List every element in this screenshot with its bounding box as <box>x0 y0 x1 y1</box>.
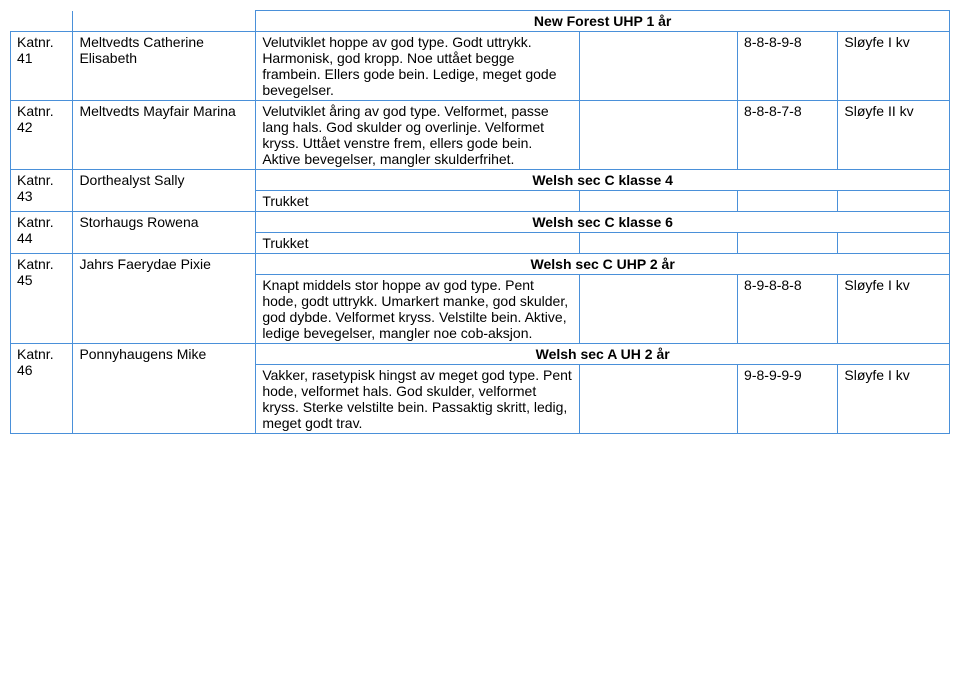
blank-cell <box>11 11 73 32</box>
section-header: Welsh sec C klasse 4 <box>256 170 950 191</box>
description-cell: Vakker, rasetypisk hingst av meget god t… <box>256 365 579 434</box>
katnr-cell: Katnr. 43 <box>11 170 73 212</box>
award-cell <box>838 191 950 212</box>
name-cell: Dorthealyst Sally <box>73 170 256 212</box>
blank-cell <box>579 101 737 170</box>
award-cell <box>838 233 950 254</box>
name-cell: Jahrs Faerydae Pixie <box>73 254 256 344</box>
blank-cell <box>579 32 737 101</box>
section-header: Welsh sec C UHP 2 år <box>256 254 950 275</box>
name-cell: Meltvedts Mayfair Marina <box>73 101 256 170</box>
score-cell: 8-8-8-9-8 <box>738 32 838 101</box>
results-table: New Forest UHP 1 år Katnr. 41Meltvedts Ca… <box>10 10 950 434</box>
score-cell: 8-8-8-7-8 <box>738 101 838 170</box>
section-header: Welsh sec A UH 2 år <box>256 344 950 365</box>
name-cell: Storhaugs Rowena <box>73 212 256 254</box>
section-header: Welsh sec C klasse 6 <box>256 212 950 233</box>
award-cell: Sløyfe II kv <box>838 101 950 170</box>
name-cell: Ponnyhaugens Mike <box>73 344 256 434</box>
katnr-cell: Katnr. 44 <box>11 212 73 254</box>
award-cell: Sløyfe I kv <box>838 365 950 434</box>
description-cell: Trukket <box>256 233 579 254</box>
katnr-cell: Katnr. 46 <box>11 344 73 434</box>
score-cell: 8-9-8-8-8 <box>738 275 838 344</box>
award-cell: Sløyfe I kv <box>838 32 950 101</box>
description-cell: Velutviklet hoppe av god type. Godt uttr… <box>256 32 579 101</box>
award-cell: Sløyfe I kv <box>838 275 950 344</box>
katnr-cell: Katnr. 42 <box>11 101 73 170</box>
blank-cell <box>579 191 737 212</box>
description-cell: Knapt middels stor hoppe av god type. Pe… <box>256 275 579 344</box>
score-cell: 9-8-9-9-9 <box>738 365 838 434</box>
blank-cell <box>579 233 737 254</box>
katnr-cell: Katnr. 45 <box>11 254 73 344</box>
katnr-cell: Katnr. 41 <box>11 32 73 101</box>
blank-cell <box>579 275 737 344</box>
blank-cell <box>73 11 256 32</box>
section-header: New Forest UHP 1 år <box>256 11 950 32</box>
blank-cell <box>579 365 737 434</box>
description-cell: Trukket <box>256 191 579 212</box>
score-cell <box>738 191 838 212</box>
name-cell: Meltvedts Catherine Elisabeth <box>73 32 256 101</box>
description-cell: Velutviklet åring av god type. Velformet… <box>256 101 579 170</box>
score-cell <box>738 233 838 254</box>
